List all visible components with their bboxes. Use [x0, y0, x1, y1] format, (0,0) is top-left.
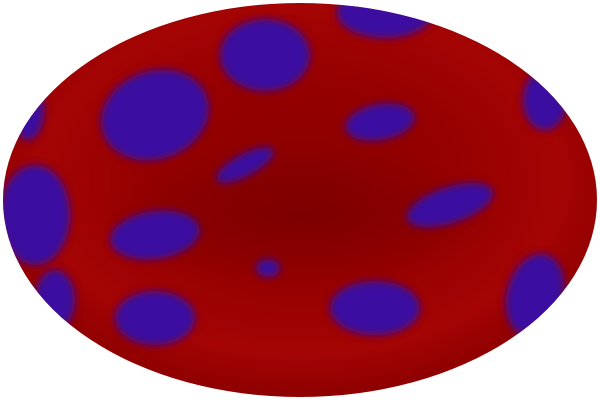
patch — [12, 80, 44, 140]
patch — [115, 291, 195, 345]
patch — [216, 147, 274, 183]
patch — [220, 19, 310, 91]
patch — [345, 103, 415, 141]
patch — [3, 165, 70, 265]
patch — [330, 281, 420, 335]
patch — [337, 3, 433, 38]
patch — [35, 270, 75, 330]
patch — [406, 182, 494, 228]
patch — [523, 70, 567, 130]
patch — [110, 210, 200, 260]
patch — [256, 259, 280, 277]
cell-dimple — [100, 145, 500, 285]
patch — [101, 69, 209, 161]
